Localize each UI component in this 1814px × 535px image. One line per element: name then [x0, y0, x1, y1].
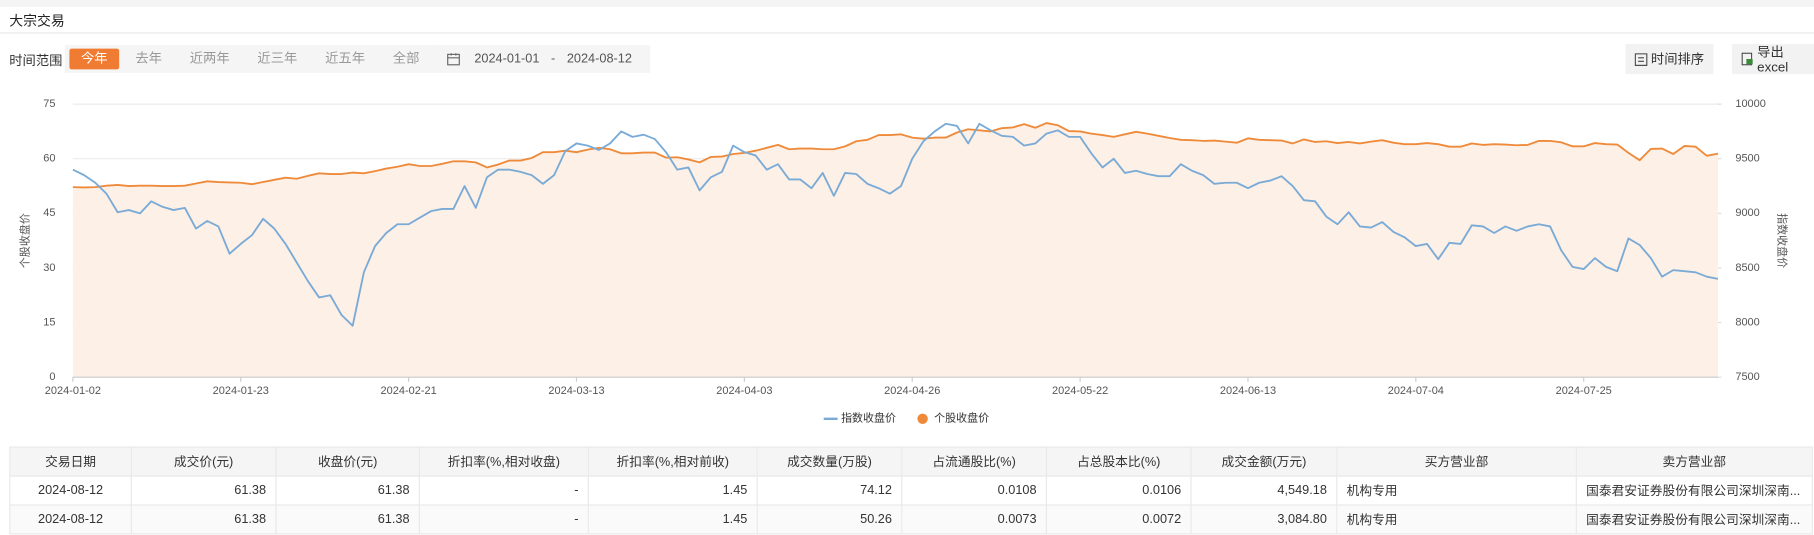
table-row: 2024-08-12 61.38 61.38-1.45 74.12 0.0108 0.01…: [9, 475, 1813, 506]
y-tick-label: 15: [43, 316, 55, 328]
column-header: 成交数量(万股): [756, 446, 903, 477]
table-cell: 1.45: [587, 504, 758, 535]
range-option[interactable]: 今年: [69, 48, 120, 70]
date-end: 2024-08-12: [566, 52, 632, 66]
table-cell: 0.0108: [901, 475, 1047, 506]
legend-swatch: [917, 413, 928, 425]
y2-tick-label: 10000: [1735, 98, 1766, 110]
column-header: 占流通股比(%): [901, 446, 1047, 477]
column-header: 成交金额(万元): [1190, 446, 1338, 477]
chart: 0 15 30 45 60 75 7500 8000 8500 9000 9500 10000 个股收盘…: [17, 98, 1790, 425]
y-tick-label: 75: [43, 98, 55, 110]
x-tick-label: 2024-07-25: [1556, 385, 1612, 397]
table-cell: 2024-08-12: [9, 475, 132, 506]
calendar-icon: [447, 53, 460, 66]
y-tick-label: 30: [43, 262, 55, 274]
divider: [0, 32, 1814, 34]
column-header: 占总股本比(%): [1045, 446, 1192, 477]
range-option[interactable]: 近三年: [257, 52, 298, 66]
table-cell: 61.38: [130, 475, 277, 506]
filter-label: 时间范围: [9, 54, 63, 69]
date-start: 2024-01-01: [474, 52, 540, 66]
sort-icon: [1634, 52, 1648, 66]
y2-tick-label: 9500: [1735, 153, 1759, 165]
table-cell: 机构专用: [1336, 504, 1577, 535]
range-option[interactable]: 全部: [392, 52, 420, 66]
table-cell: 2024-08-12: [9, 504, 132, 535]
y-axis-title: 个股收盘价: [17, 213, 31, 268]
column-header: 折扣率(%,相对前收): [587, 446, 758, 477]
sort-button[interactable]: 时间排序: [1625, 43, 1714, 75]
y2-tick-label: 9000: [1735, 207, 1759, 219]
x-tick-label: 2024-01-02: [45, 385, 101, 397]
range-option[interactable]: 去年: [135, 52, 162, 66]
section-title: 大宗交易: [9, 12, 65, 29]
range-options: 今年 去年 近两年 近三年 近五年 全部: [64, 45, 436, 73]
line: [72, 122, 1719, 327]
x-tick-label: 2024-04-26: [884, 385, 940, 397]
table-cell: 国泰君安证券股份有限公司深圳深南...: [1575, 504, 1813, 535]
table-cell: 0.0072: [1045, 504, 1192, 535]
x-tick-label: 2024-01-23: [213, 385, 269, 397]
column-header: 折扣率(%,相对收盘): [418, 446, 589, 477]
table-cell: 61.38: [275, 504, 420, 535]
table-cell: -: [418, 504, 589, 535]
table-row: 2024-08-12 61.38 61.38-1.45 50.26 0.0073 0.00…: [9, 504, 1813, 535]
y2-tick-label: 7500: [1735, 371, 1759, 383]
table-cell: 3,084.80: [1190, 504, 1338, 535]
top-bar: [0, 0, 1814, 7]
y-tick-label: 60: [43, 153, 55, 165]
x-tick-label: 2024-05-22: [1052, 385, 1108, 397]
table-cell: 61.38: [130, 504, 277, 535]
x-tick-label: 2024-04-03: [716, 385, 772, 397]
legend-label: 个股收盘价: [934, 411, 989, 425]
x-tick-label: 2024-07-04: [1388, 385, 1444, 397]
table-cell: 4,549.18: [1190, 475, 1338, 506]
legend-label: 指数收盘价: [841, 411, 896, 425]
export-label: 导出excel: [1757, 46, 1789, 76]
range-option[interactable]: 近五年: [325, 52, 366, 66]
column-header: 买方营业部: [1336, 446, 1577, 477]
table-cell: -: [418, 475, 589, 506]
date-range[interactable]: 2024-01-01 - 2024-08-12: [430, 45, 651, 73]
y2-axis-title: 指数收盘价: [1776, 213, 1790, 268]
table-cell: 50.26: [756, 504, 903, 535]
column-header: 交易日期: [9, 446, 132, 477]
x-tick-label: 2024-06-13: [1220, 385, 1276, 397]
y2-tick-label: 8000: [1735, 316, 1759, 328]
date-separator: -: [551, 52, 556, 66]
area: [72, 123, 1718, 378]
header-row: 交易日期 成交价(元) 收盘价(元) 折扣率(%,相对收盘) 折扣率(%,相对前收) 成交…: [9, 446, 1813, 477]
column-header: 收盘价(元): [275, 446, 420, 477]
export-button[interactable]: 导出excel: [1731, 43, 1814, 76]
line: [72, 122, 1719, 189]
table-cell: 机构专用: [1336, 475, 1577, 506]
x-tick-label: 2024-03-13: [548, 385, 604, 397]
excel-icon: [1741, 52, 1753, 66]
table-cell: 0.0106: [1045, 475, 1192, 506]
column-header: 成交价(元): [130, 446, 277, 477]
table-cell: 74.12: [756, 475, 903, 506]
table-cell: 1.45: [587, 475, 758, 506]
table-cell: 61.38: [275, 475, 420, 506]
table-cell: 国泰君安证券股份有限公司深圳深南...: [1575, 475, 1813, 506]
trade-table: 交易日期 成交价(元) 收盘价(元) 折扣率(%,相对收盘) 折扣率(%,相对前收) 成交…: [9, 446, 1813, 535]
y-tick-label: 45: [43, 207, 55, 219]
y-tick-label: 0: [49, 371, 55, 383]
range-option[interactable]: 近两年: [189, 52, 230, 66]
x-tick-label: 2024-02-21: [381, 385, 437, 397]
y2-tick-label: 8500: [1735, 262, 1759, 274]
sort-label: 时间排序: [1650, 53, 1705, 68]
column-header: 卖方营业部: [1575, 446, 1813, 477]
table-cell: 0.0073: [901, 504, 1047, 535]
